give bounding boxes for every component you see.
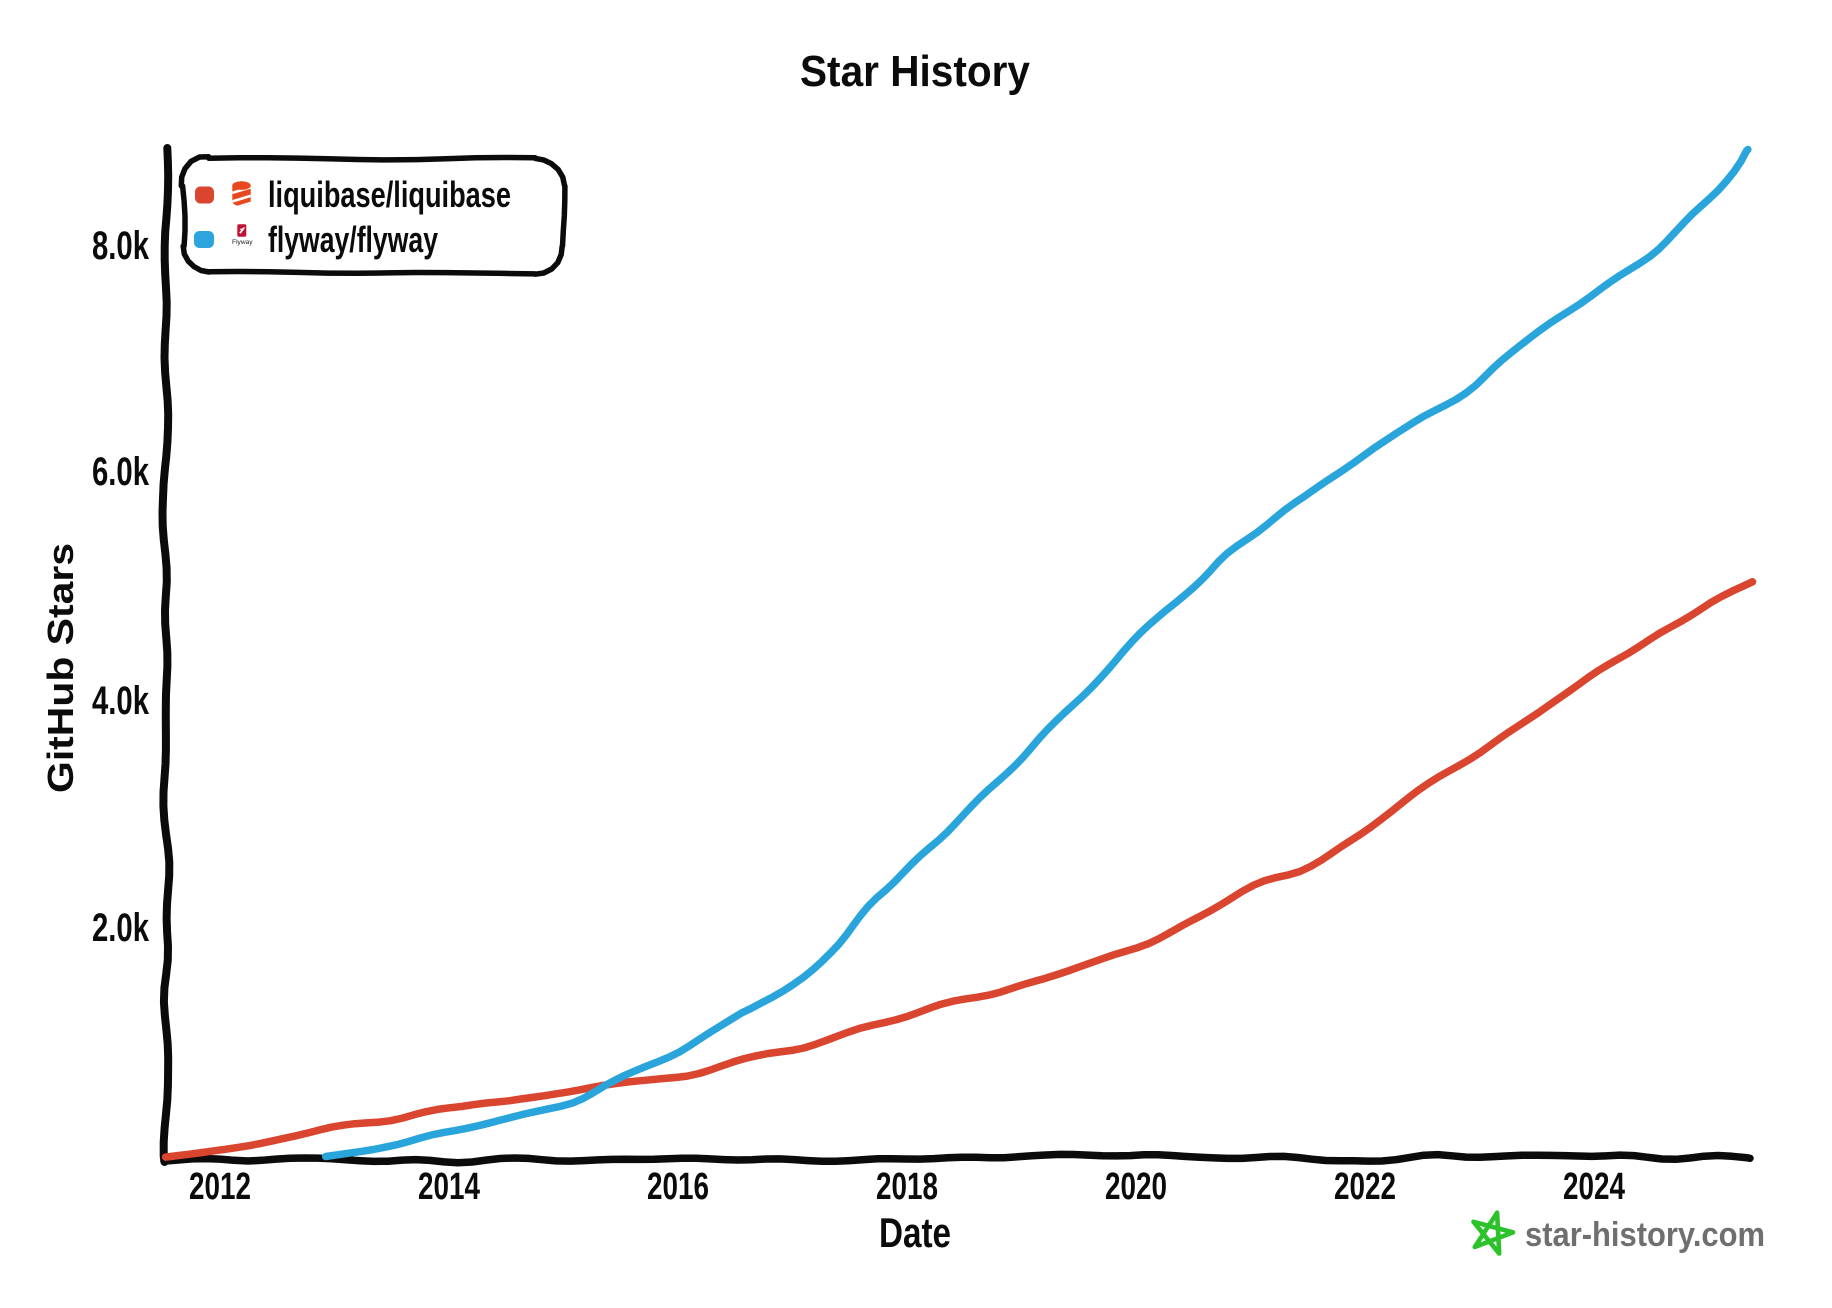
svg-text:liquibase/liquibase: liquibase/liquibase — [268, 174, 511, 215]
svg-text:4.0k: 4.0k — [92, 679, 150, 723]
svg-text:8.0k: 8.0k — [92, 224, 150, 268]
svg-text:Flyway: Flyway — [232, 239, 253, 246]
svg-text:2016: 2016 — [647, 1166, 709, 1208]
svg-text:2020: 2020 — [1105, 1166, 1167, 1208]
svg-text:2022: 2022 — [1334, 1166, 1396, 1208]
svg-text:2.0k: 2.0k — [92, 906, 150, 950]
svg-text:Star History: Star History — [800, 47, 1030, 96]
svg-text:star-history.com: star-history.com — [1525, 1216, 1765, 1254]
svg-text:flyway/flyway: flyway/flyway — [268, 219, 438, 260]
svg-text:2024: 2024 — [1563, 1166, 1625, 1208]
svg-text:2018: 2018 — [876, 1166, 938, 1208]
svg-text:2012: 2012 — [189, 1166, 251, 1208]
svg-text:Date: Date — [879, 1209, 951, 1256]
svg-text:6.0k: 6.0k — [92, 450, 150, 494]
svg-text:GitHub Stars: GitHub Stars — [40, 543, 81, 793]
svg-text:2014: 2014 — [418, 1166, 480, 1208]
